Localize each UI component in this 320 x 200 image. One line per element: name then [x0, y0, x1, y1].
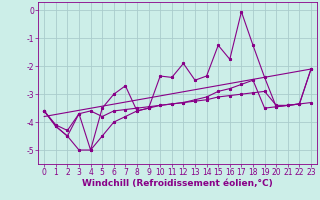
X-axis label: Windchill (Refroidissement éolien,°C): Windchill (Refroidissement éolien,°C) [82, 179, 273, 188]
